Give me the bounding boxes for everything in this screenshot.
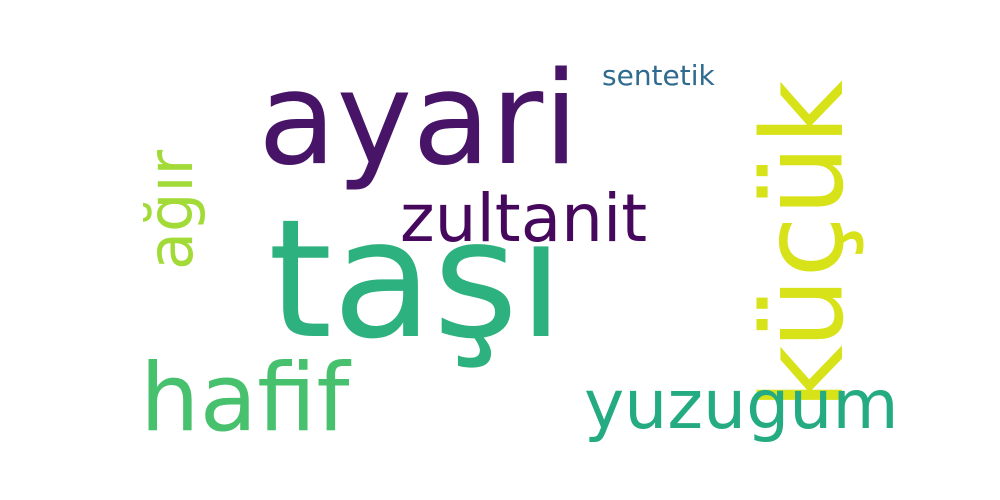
word-agir: ağır bbox=[140, 150, 202, 270]
word-kucuk: küçük bbox=[748, 80, 860, 410]
word-zultanit: zultanit bbox=[400, 186, 647, 252]
word-hafif: hafif bbox=[140, 352, 349, 446]
word-ayari: ayari bbox=[258, 56, 579, 184]
word-yuzugum: yuzugum bbox=[584, 372, 899, 440]
word-sentetik: sentetik bbox=[602, 62, 715, 90]
